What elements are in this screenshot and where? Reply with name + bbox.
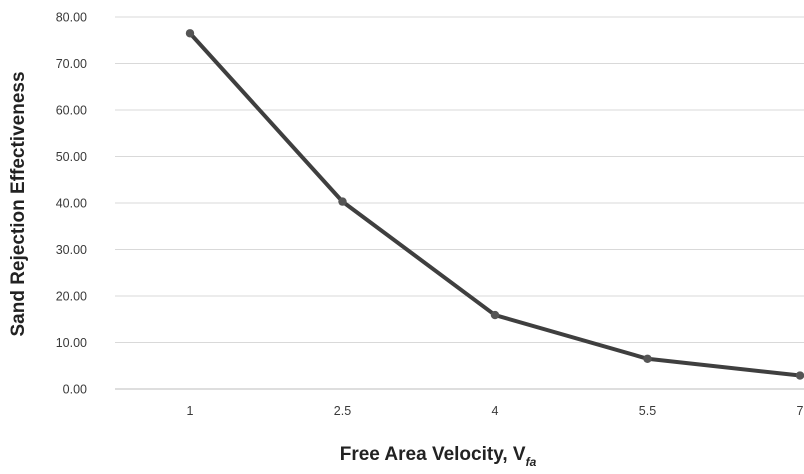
- y-axis-title: Sand Rejection Effectiveness: [8, 71, 29, 336]
- x-tick-label: 1: [187, 404, 194, 418]
- x-axis-title-subscript: fa: [526, 455, 537, 469]
- y-tick-label: 80.00: [56, 11, 87, 25]
- x-axis-title-main: Free Area Velocity, V: [340, 444, 526, 465]
- gridlines: [115, 16, 804, 390]
- y-tick-label: 40.00: [56, 197, 87, 211]
- series-line: [188, 31, 802, 378]
- x-axis-title: Free Area Velocity, Vfa: [340, 444, 537, 469]
- x-tick-labels: 1 2.5 4 5.5 7: [187, 404, 804, 418]
- y-tick-label: 30.00: [56, 243, 87, 257]
- y-tick-label: 20.00: [56, 290, 87, 304]
- data-point: [185, 29, 195, 38]
- x-tick-label: 2.5: [334, 404, 351, 418]
- y-tick-label: 50.00: [56, 150, 87, 164]
- x-tick-label: 7: [797, 404, 804, 418]
- x-tick-label: 5.5: [639, 404, 656, 418]
- y-tick-labels: 0.00 10.00 20.00 30.00 40.00 50.00 60.00 70.00 8…: [56, 11, 87, 397]
- y-tick-label: 70.00: [56, 57, 87, 71]
- data-point: [795, 371, 804, 380]
- series-group: [185, 29, 804, 380]
- y-tick-label: 10.00: [56, 336, 87, 350]
- y-tick-label: 60.00: [56, 104, 87, 118]
- y-tick-label: 0.00: [63, 383, 87, 397]
- data-point: [490, 310, 500, 320]
- x-tick-label: 4: [492, 404, 499, 418]
- data-point: [338, 197, 347, 206]
- data-point: [643, 354, 652, 363]
